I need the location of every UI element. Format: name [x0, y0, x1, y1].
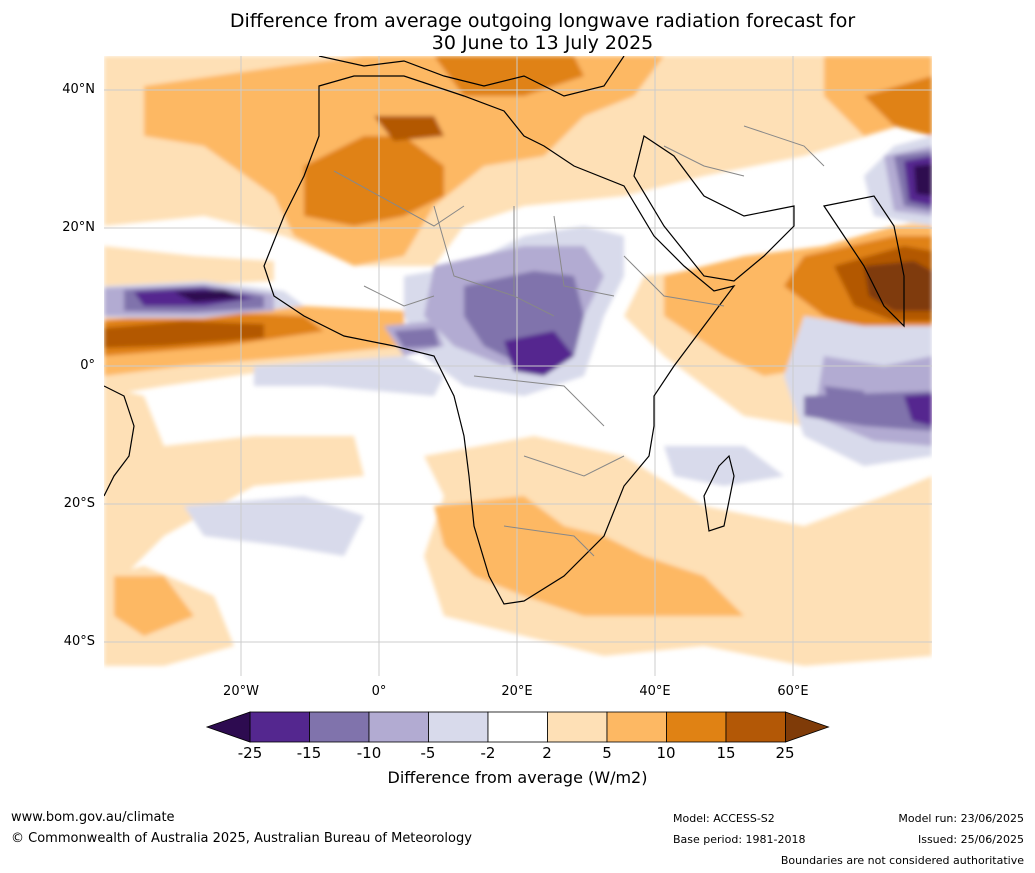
footer-model-run: Model run: 23/06/2025 [898, 812, 1024, 825]
colorbar-tick: -25 [237, 744, 263, 762]
country-boundaries [333, 125, 825, 557]
lon-label-20w: 20°W [223, 684, 259, 699]
colorbar-segment [547, 711, 608, 743]
colorbar-segment [249, 711, 310, 743]
colorbar-tick: -5 [420, 744, 436, 762]
lat-label-40s: 40°S [63, 634, 95, 649]
colorbar-tick: 2 [542, 744, 552, 762]
lon-label-40e: 40°E [639, 684, 671, 699]
colorbar-segment [666, 711, 727, 743]
map-title-line1: Difference from average outgoing longwav… [229, 10, 856, 32]
lat-label-0: 0° [80, 358, 95, 373]
gridlines [104, 56, 932, 676]
colorbar-extend-max [785, 711, 830, 743]
colorbar-tick: -10 [356, 744, 382, 762]
colorbar-segment [368, 711, 429, 743]
colorbar-extend-min [205, 711, 251, 743]
colorbar-tick: -2 [480, 744, 496, 762]
colorbar-tick: 15 [716, 744, 736, 762]
anomaly-map [104, 56, 932, 676]
colorbar-segment [487, 711, 548, 743]
lat-label-20s: 20°S [63, 496, 95, 511]
lon-label-0: 0° [371, 684, 387, 699]
footer-base-period: Base period: 1981-2018 [673, 833, 806, 846]
lat-label-40n: 40°N [62, 82, 95, 97]
colorbar-tick: -15 [296, 744, 322, 762]
lon-label-60e: 60°E [777, 684, 809, 699]
anomaly-field [104, 56, 932, 666]
footer-copyright: © Commonwealth of Australia 2025, Austra… [11, 831, 472, 846]
lat-label-20n: 20°N [62, 220, 95, 235]
colorbar-segment [725, 711, 786, 743]
footer-disclaimer: Boundaries are not considered authoritat… [780, 854, 1024, 867]
footer-url[interactable]: www.bom.gov.au/climate [11, 810, 175, 825]
colorbar-segment [309, 711, 370, 743]
colorbar-title: Difference from average (W/m2) [387, 768, 648, 787]
map-title-line2: 30 June to 13 July 2025 [431, 32, 654, 54]
colorbar-tick: 5 [602, 744, 612, 762]
lon-label-20e: 20°E [501, 684, 533, 699]
colorbar-tick: 25 [775, 744, 795, 762]
coastlines [104, 56, 905, 605]
colorbar-segment [606, 711, 667, 743]
map-title: Difference from average outgoing longwav… [0, 10, 1035, 54]
footer-issued: Issued: 25/06/2025 [917, 833, 1024, 846]
colorbar-segment [428, 711, 489, 743]
colorbar-tick: 10 [656, 744, 676, 762]
footer-model: Model: ACCESS-S2 [673, 812, 775, 825]
